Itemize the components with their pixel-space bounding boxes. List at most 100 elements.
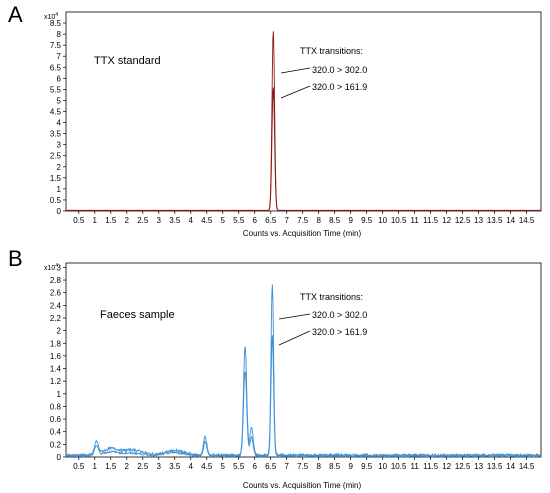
x-tick-label: 5.5 xyxy=(233,462,245,471)
y-tick-label: 2 xyxy=(57,327,62,336)
panel-a: A x104 00.511.522.533.544.555.566.577.58… xyxy=(8,2,542,238)
panel-b-arrow-1 xyxy=(278,313,311,320)
y-tick-label: 3 xyxy=(57,263,62,272)
panel-b-letter: B xyxy=(8,246,23,271)
y-tick-label: 1.4 xyxy=(50,365,62,374)
y-tick-label: 4.5 xyxy=(50,108,62,117)
x-tick-label: 3.5 xyxy=(169,462,181,471)
panel-a-y-multiplier: x104 xyxy=(44,12,58,21)
x-tick-label: 1.5 xyxy=(105,216,117,225)
x-tick-label: 13.5 xyxy=(487,216,503,225)
x-tick-label: 6 xyxy=(252,462,257,471)
y-tick-label: 6 xyxy=(57,74,62,83)
panel-a-y-axis: 0 0.5 1 1.5 2 2.5 3 3.5 4 4.5 5 5.5 6 6.5 7 7.5 8 8.5 xyxy=(50,19,66,216)
series-line-2 xyxy=(66,87,541,212)
panel-b-x-axis: 0.5 1 1.5 2 2.5 3 3.5 4 4.5 5 5.5 6 6.5 7 7.5 8 8.5 9 9.5 1… xyxy=(73,457,535,471)
panel-a-transitions-title: TTX transitions: xyxy=(300,46,363,56)
x-tick-label: 2 xyxy=(125,216,130,225)
x-tick-label: 4.5 xyxy=(201,216,213,225)
x-tick-label: 12 xyxy=(442,462,451,471)
x-tick-label: 11.5 xyxy=(423,462,439,471)
x-tick-label: 13 xyxy=(474,216,483,225)
y-tick-label: 1.2 xyxy=(50,377,62,386)
x-tick-label: 12 xyxy=(442,216,451,225)
panel-b-x-axis-title: Counts vs. Acquisition Time (min) xyxy=(243,481,362,490)
x-tick-label: 5 xyxy=(221,462,226,471)
panel-b-transition-1: 320.0 > 302.0 xyxy=(312,310,367,320)
y-tick-label: 2 xyxy=(57,163,62,172)
x-tick-label: 11.5 xyxy=(423,216,439,225)
x-tick-label: 8 xyxy=(316,462,321,471)
y-tick-label: 7 xyxy=(57,52,62,61)
x-tick-label: 2.5 xyxy=(137,216,149,225)
x-tick-label: 10.5 xyxy=(391,216,407,225)
x-tick-label: 5.5 xyxy=(233,216,245,225)
x-tick-label: 9 xyxy=(348,462,353,471)
panel-a-arrow-1 xyxy=(280,67,311,74)
x-tick-label: 13.5 xyxy=(487,462,503,471)
x-tick-label: 8.5 xyxy=(329,462,341,471)
y-tick-label: 3 xyxy=(57,141,62,150)
x-tick-label: 6.5 xyxy=(265,216,277,225)
x-tick-label: 7.5 xyxy=(297,462,309,471)
x-tick-label: 1.5 xyxy=(105,462,117,471)
y-tick-label: 1.6 xyxy=(50,352,62,361)
x-tick-label: 12.5 xyxy=(455,462,471,471)
panel-b-series xyxy=(65,284,542,459)
x-tick-label: 14 xyxy=(506,462,515,471)
x-tick-label: 7.5 xyxy=(297,216,309,225)
panel-a-x-axis: 0.5 1 1.5 2 2.5 3 3.5 4 4.5 5 5.5 6 6.5 7 7.5 8 8.5 9 9.5 1… xyxy=(73,211,535,225)
panel-b: B x104 0 0.2 0.4 0.6 0.8 1 1.2 1.4 1.6 1.8 2 2.2 2.4… xyxy=(8,246,542,490)
y-tick-label: 2.2 xyxy=(50,314,62,323)
y-tick-label: 5 xyxy=(57,96,62,105)
y-tick-label: 0 xyxy=(57,207,62,216)
x-tick-label: 10.5 xyxy=(391,462,407,471)
y-tick-label: 2.4 xyxy=(50,301,62,310)
x-tick-label: 4.5 xyxy=(201,462,213,471)
x-tick-label: 9 xyxy=(348,216,353,225)
x-tick-label: 4 xyxy=(189,216,194,225)
x-tick-label: 14.5 xyxy=(519,216,535,225)
y-tick-label: 5.5 xyxy=(50,85,62,94)
y-tick-label: 3.5 xyxy=(50,130,62,139)
panel-a-transition-2: 320.0 > 161.9 xyxy=(312,82,367,92)
x-tick-label: 10 xyxy=(378,462,387,471)
panel-b-sample-label: Faeces sample xyxy=(100,309,175,321)
y-tick-label: 0.2 xyxy=(50,440,62,449)
x-tick-label: 5 xyxy=(221,216,226,225)
y-tick-label: 0.8 xyxy=(50,402,62,411)
x-tick-label: 11 xyxy=(410,462,419,471)
panel-b-arrow-2 xyxy=(278,330,311,346)
x-tick-label: 3.5 xyxy=(169,216,181,225)
y-tick-label: 4 xyxy=(57,119,62,128)
y-tick-label: 1.8 xyxy=(50,339,62,348)
panel-a-x-axis-title: Counts vs. Acquisition Time (min) xyxy=(243,229,362,238)
x-tick-label: 2 xyxy=(125,462,130,471)
panel-b-y-axis: 0 0.2 0.4 0.6 0.8 1 1.2 1.4 1.6 1.8 2 2.2 2.4 2.6 2.8 3 xyxy=(50,263,66,462)
x-tick-label: 1 xyxy=(93,216,98,225)
y-tick-label: 0 xyxy=(57,453,62,462)
x-tick-label: 7 xyxy=(284,462,289,471)
panel-a-series xyxy=(66,31,541,212)
panel-b-transitions-title: TTX transitions: xyxy=(300,292,363,302)
x-tick-label: 3 xyxy=(157,216,162,225)
y-tick-label: 0.4 xyxy=(50,428,62,437)
panel-a-arrow-2 xyxy=(280,85,311,99)
y-tick-label: 1.5 xyxy=(50,174,62,183)
x-tick-label: 10 xyxy=(378,216,387,225)
panel-a-letter: A xyxy=(8,2,23,27)
x-tick-label: 13 xyxy=(474,462,483,471)
x-tick-label: 6 xyxy=(252,216,257,225)
x-tick-label: 0.5 xyxy=(73,216,85,225)
x-tick-label: 9.5 xyxy=(361,462,373,471)
x-tick-label: 14 xyxy=(506,216,515,225)
panel-a-plot-area xyxy=(65,11,542,212)
x-tick-label: 1 xyxy=(93,462,98,471)
x-tick-label: 2.5 xyxy=(137,462,149,471)
y-tick-label: 8.5 xyxy=(50,19,62,28)
panel-b-transition-2: 320.0 > 161.9 xyxy=(312,327,367,337)
y-tick-label: 6.5 xyxy=(50,63,62,72)
x-tick-label: 3 xyxy=(157,462,162,471)
panel-a-transition-1: 320.0 > 302.0 xyxy=(312,65,367,75)
